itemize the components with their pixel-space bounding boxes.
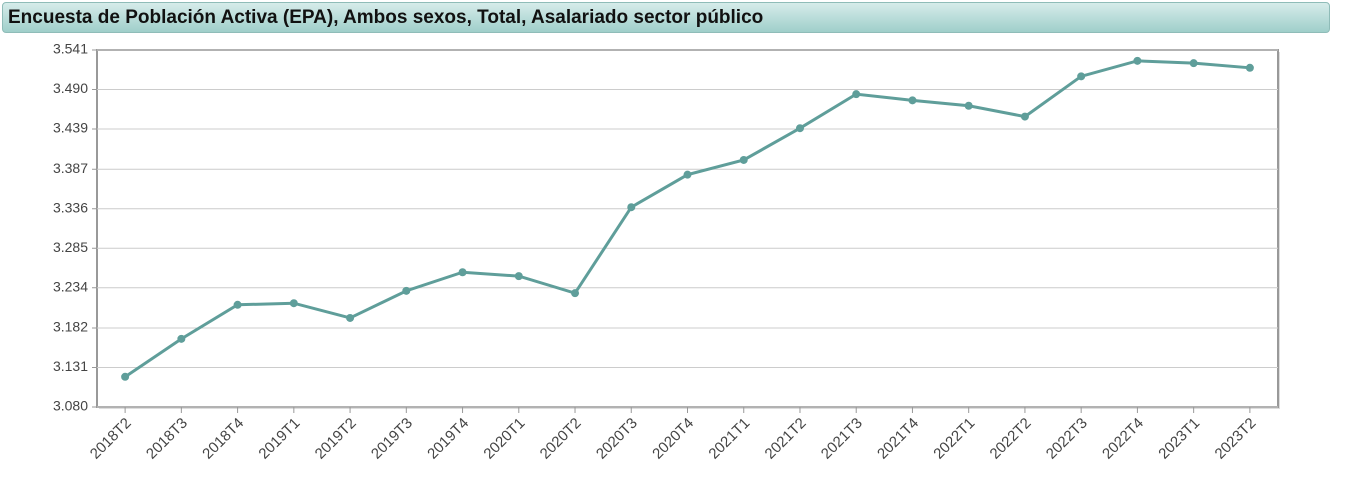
y-tick-label: 3.234 <box>53 278 88 294</box>
y-tick-label: 3.439 <box>53 120 88 136</box>
x-tick-label: 2021T3 <box>818 415 866 463</box>
y-tick-label: 3.541 <box>53 41 88 57</box>
y-tick-label: 3.490 <box>53 80 88 96</box>
x-tick-label: 2020T4 <box>649 415 697 463</box>
x-tick-label: 2018T3 <box>143 415 191 463</box>
point <box>795 124 804 133</box>
x-tick-label: 2020T1 <box>480 415 528 463</box>
x-tick-label: 2018T4 <box>199 415 247 463</box>
point <box>458 268 467 277</box>
point <box>964 101 973 110</box>
x-tick-label: 2021T2 <box>762 415 810 463</box>
x-tick-label: 2019T2 <box>312 415 360 463</box>
y-tick-label: 3.285 <box>53 239 88 255</box>
x-tick-label: 2022T1 <box>930 415 978 463</box>
x-tick-label: 2022T4 <box>1099 415 1147 463</box>
x-tick-label: 2019T3 <box>368 415 416 463</box>
x-tick-label: 2021T1 <box>705 415 753 463</box>
point <box>1020 112 1029 121</box>
point <box>1189 59 1198 68</box>
x-tick-label: 2021T4 <box>874 415 922 463</box>
y-tick-label: 3.336 <box>53 199 88 215</box>
x-tick-label: 2022T3 <box>1043 415 1091 463</box>
x-tick-label: 2020T2 <box>537 415 585 463</box>
point <box>121 372 130 381</box>
y-tick-label: 3.131 <box>53 358 88 374</box>
point <box>177 334 186 343</box>
point <box>908 96 917 105</box>
plot-area <box>96 49 1279 408</box>
x-tick-label: 2019T1 <box>255 415 303 463</box>
point <box>739 155 748 164</box>
point <box>514 272 523 281</box>
chart-title: Encuesta de Población Activa (EPA), Ambo… <box>2 2 1330 33</box>
x-tick-label: 2023T1 <box>1155 415 1203 463</box>
y-tick-label: 3.080 <box>53 398 88 414</box>
point <box>1077 72 1086 81</box>
x-tick-label: 2018T2 <box>87 415 135 463</box>
x-tick-label: 2020T3 <box>593 415 641 463</box>
x-tick-label: 2019T4 <box>424 415 472 463</box>
point <box>402 286 411 295</box>
x-tick-label: 2022T2 <box>987 415 1035 463</box>
point <box>571 289 580 298</box>
point <box>627 203 636 212</box>
point <box>683 170 692 179</box>
point <box>852 90 861 99</box>
point <box>1245 63 1254 72</box>
point <box>233 300 242 309</box>
y-tick-label: 3.182 <box>53 319 88 335</box>
x-tick-label: 2023T2 <box>1212 415 1260 463</box>
point <box>346 313 355 322</box>
point <box>1133 56 1142 65</box>
y-tick-label: 3.387 <box>53 160 88 176</box>
point <box>289 299 298 308</box>
